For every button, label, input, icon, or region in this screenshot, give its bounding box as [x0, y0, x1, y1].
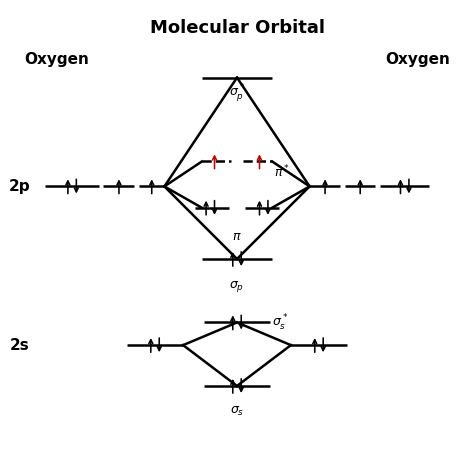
- Text: $\sigma_p^*$: $\sigma_p^*$: [229, 82, 245, 104]
- Text: $\pi^*$: $\pi^*$: [273, 164, 290, 180]
- Text: Oxygen: Oxygen: [385, 52, 450, 67]
- Text: $\sigma_s^*$: $\sigma_s^*$: [272, 313, 289, 332]
- Text: $\pi$: $\pi$: [232, 230, 242, 243]
- Text: $\sigma_p$: $\sigma_p$: [229, 280, 245, 294]
- Text: 2s: 2s: [9, 338, 29, 353]
- Text: 2p: 2p: [9, 179, 30, 194]
- Text: $\sigma_s$: $\sigma_s$: [230, 405, 244, 418]
- Text: Molecular Orbital: Molecular Orbital: [149, 19, 325, 37]
- Text: Oxygen: Oxygen: [24, 52, 89, 67]
